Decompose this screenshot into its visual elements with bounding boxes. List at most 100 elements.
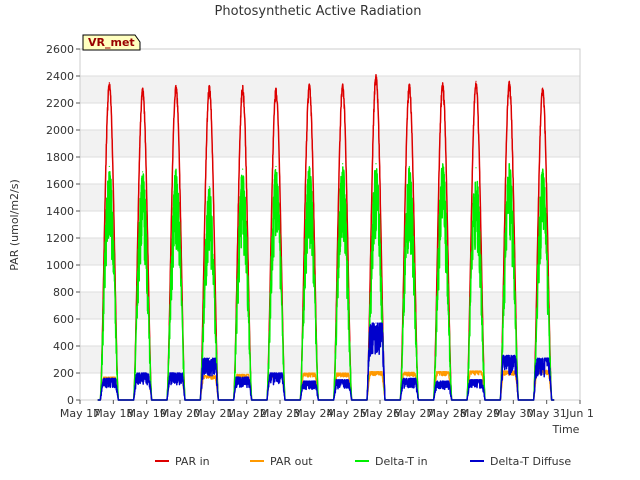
series-peak-point <box>475 379 477 381</box>
series-peak-point <box>242 376 244 378</box>
series-peak-point <box>208 357 210 359</box>
series-peak-point <box>208 84 210 87</box>
series-peak-point <box>442 371 444 373</box>
series-peak-point <box>108 376 110 378</box>
y-tick-label: 800 <box>53 286 74 299</box>
series-peak-point <box>375 74 377 76</box>
series-peak-point <box>375 322 377 324</box>
series-peak-point <box>408 377 410 379</box>
series-peak-point <box>508 354 510 357</box>
series-peak-point <box>308 380 310 382</box>
series-peak-point <box>408 83 410 85</box>
x-tick-label: May 26 <box>360 407 400 420</box>
y-tick-label: 2400 <box>46 70 74 83</box>
series-peak-point <box>108 82 110 84</box>
series-line <box>97 369 555 401</box>
y-tick-label: 1000 <box>46 259 74 272</box>
series-peak-point <box>542 87 544 89</box>
series-peak-point <box>142 372 144 374</box>
y-tick-label: 1600 <box>46 178 74 191</box>
series-peak-point <box>542 168 544 170</box>
series-peak-point <box>408 165 410 168</box>
series-peak-point <box>108 377 110 379</box>
series-peak-point <box>108 165 110 168</box>
y-tick-label: 1400 <box>46 205 74 218</box>
y-tick-label: 600 <box>53 313 74 326</box>
annotation-label: VR_met <box>88 36 135 49</box>
series-peak-point <box>208 186 210 188</box>
legend-label: Delta-T in <box>375 455 428 468</box>
series-peak-point <box>442 380 444 382</box>
x-tick-label: May 28 <box>427 407 467 420</box>
series-peak-point <box>475 370 477 372</box>
series-peak-point <box>508 163 510 165</box>
x-tick-label: May 18 <box>93 407 133 420</box>
series-peak-point <box>175 168 177 170</box>
y-axis-label: PAR (umol/m2/s) <box>8 179 21 271</box>
x-tick-label: May 20 <box>160 407 200 420</box>
y-tick-label: 200 <box>53 367 74 380</box>
series-lines <box>97 74 555 401</box>
series-peak-point <box>508 80 510 82</box>
x-tick-label: Jun 1 <box>565 407 594 420</box>
series-peak-point <box>275 165 277 168</box>
series-peak-point <box>542 357 544 359</box>
series-peak-point <box>442 82 444 84</box>
series-peak-point <box>475 167 477 169</box>
y-tick-label: 2600 <box>46 43 74 56</box>
series-peak-point <box>242 84 244 87</box>
series-peak-point <box>408 371 410 373</box>
legend: PAR in PAR out Delta-T in Delta-T Diffuse <box>155 455 571 468</box>
series-peak-point <box>175 372 177 374</box>
legend-label: Delta-T Diffuse <box>490 455 571 468</box>
x-tick-label: May 27 <box>393 407 433 420</box>
y-tick-label: 1800 <box>46 151 74 164</box>
series-peak-point <box>342 83 344 85</box>
y-tick-label: 400 <box>53 340 74 353</box>
y-tick-label: 1200 <box>46 232 74 245</box>
series-peak-point <box>342 163 344 165</box>
plot-band <box>80 292 580 319</box>
x-tick-label: May 24 <box>293 407 333 420</box>
series-peak-point <box>242 168 244 170</box>
annotation-box-shape <box>82 34 141 51</box>
x-tick-label: May 29 <box>460 407 500 420</box>
x-tick-label: May 23 <box>260 407 300 420</box>
x-axis-label: Time <box>552 423 580 436</box>
legend-label: PAR in <box>175 455 210 468</box>
series-peak-point <box>308 372 310 374</box>
series-peak-point <box>275 372 277 374</box>
chart-title: Photosynthetic Active Radiation <box>215 4 422 19</box>
series-peak-point <box>308 83 310 85</box>
x-tick-label: May 21 <box>193 407 233 420</box>
series-peak-point <box>442 163 444 165</box>
series-peak-point <box>375 163 377 165</box>
x-tick-label: May 30 <box>493 407 533 420</box>
series-peak-point <box>142 87 144 89</box>
x-tick-label: May 19 <box>127 407 167 420</box>
x-tick-label: May 17 <box>60 407 100 420</box>
x-tick-label: May 22 <box>227 407 267 420</box>
series-peak-point <box>375 371 377 373</box>
plot-band <box>80 238 580 265</box>
x-tick-label: May 31 <box>527 407 567 420</box>
annotation-box: VR_met <box>82 34 141 51</box>
plot-background-bands <box>80 76 580 373</box>
legend-label: PAR out <box>270 455 313 468</box>
series-peak-point <box>475 80 477 82</box>
series-line <box>97 322 555 401</box>
series-peak-point <box>175 84 177 87</box>
plot-band <box>80 130 580 157</box>
y-axis: 0 200 400 600 800 1000 1200 1400 1600 1800 2000 220… <box>46 43 80 407</box>
y-tick-label: 0 <box>67 394 74 407</box>
series-peak-point <box>275 87 277 89</box>
x-tick-label: May 25 <box>327 407 367 420</box>
series-peak-point <box>142 171 144 173</box>
plot-band <box>80 184 580 211</box>
y-tick-label: 2000 <box>46 124 74 137</box>
plot-band <box>80 346 580 373</box>
y-tick-label: 2200 <box>46 97 74 110</box>
series-peak-point <box>342 372 344 374</box>
